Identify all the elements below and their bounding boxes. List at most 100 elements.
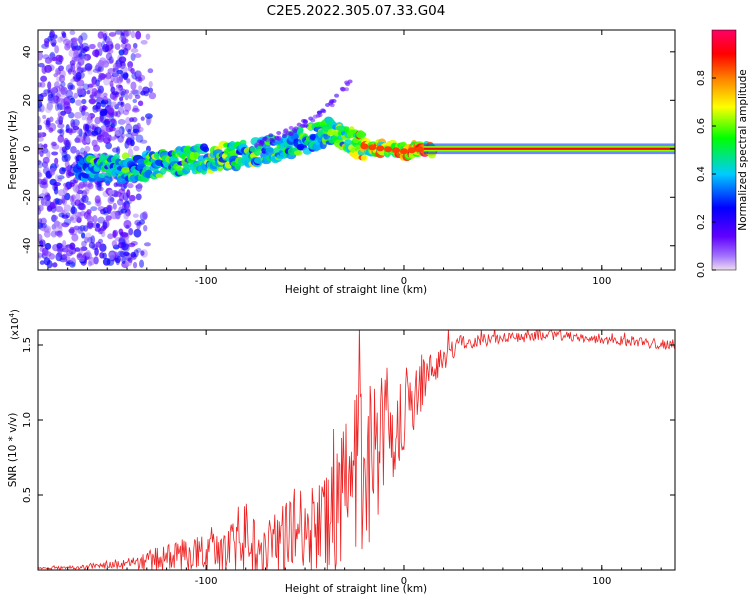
noise-blob — [78, 203, 86, 211]
noise-blob — [136, 182, 143, 189]
noise-blob — [143, 242, 151, 247]
noise-blob — [38, 194, 42, 202]
noise-blob — [61, 146, 67, 153]
colorbar-label: Normalized spectral amplitude — [737, 69, 749, 230]
noise-blob — [79, 224, 86, 232]
noise-blob — [56, 103, 63, 111]
noise-blob — [120, 132, 126, 139]
noise-blob — [114, 63, 122, 69]
noise-blob — [85, 136, 91, 144]
noise-blob — [125, 252, 132, 262]
noise-blob — [122, 109, 130, 116]
noise-blob — [82, 131, 87, 140]
noise-blob — [44, 64, 53, 73]
noise-blob — [105, 37, 113, 46]
noise-blob — [79, 147, 85, 155]
ridge-peak — [360, 143, 369, 150]
noise-blob — [120, 232, 129, 238]
noise-blob — [132, 98, 138, 104]
spectrogram-ytick-label: -40 — [22, 238, 33, 254]
noise-blob — [70, 84, 76, 91]
noise-blob — [70, 78, 75, 83]
noise-blob — [137, 100, 144, 107]
snr-xtick-label: 0 — [401, 576, 407, 587]
noise-blob — [134, 53, 142, 58]
noise-blob — [43, 89, 51, 94]
colorbar-ticks: 0.0 0.2 0.4 0.6 0.8 — [696, 70, 716, 278]
spectrogram-ytick-label: 40 — [22, 45, 33, 58]
arc-blob — [344, 80, 350, 85]
noise-blob — [148, 80, 153, 88]
ridge-blob — [103, 175, 113, 184]
noise-blob — [135, 70, 142, 78]
noise-blob — [80, 67, 87, 73]
noise-blob — [99, 108, 108, 115]
noise-blob — [45, 251, 52, 257]
noise-blob — [105, 215, 112, 221]
noise-blob — [116, 69, 124, 75]
noise-blob — [92, 215, 98, 223]
noise-blob — [105, 52, 113, 61]
noise-blob — [87, 69, 93, 75]
noise-blob — [128, 92, 133, 100]
noise-blob — [73, 225, 80, 231]
noise-blob — [70, 214, 78, 224]
arc-blob — [344, 87, 350, 92]
ridge-blob — [202, 146, 210, 153]
noise-blob — [38, 133, 42, 138]
noise-blob — [63, 204, 72, 212]
ridge-blob — [265, 147, 275, 157]
noise-blob — [64, 43, 71, 51]
noise-blob — [44, 242, 52, 250]
noise-blob — [54, 197, 60, 205]
noise-blob — [55, 60, 63, 65]
noise-blob — [119, 253, 125, 262]
noise-blob — [44, 40, 50, 48]
noise-blob — [94, 116, 101, 125]
arc-blob — [312, 114, 318, 119]
noise-blob — [67, 68, 72, 75]
noise-blob — [40, 223, 48, 228]
noise-blob — [124, 102, 132, 112]
noise-blob — [72, 38, 77, 47]
spectrogram-xlabel: Height of straight line (km) — [285, 284, 427, 296]
noise-blob — [85, 113, 91, 122]
noise-blob — [128, 227, 134, 236]
noise-blob — [103, 211, 109, 216]
noise-blob — [85, 232, 92, 241]
noise-blob — [86, 215, 94, 224]
noise-blob — [98, 238, 104, 244]
noise-blob — [81, 240, 87, 248]
noise-blob — [53, 186, 59, 195]
noise-blob — [43, 230, 51, 238]
noise-blob — [55, 252, 63, 262]
noise-blob — [122, 243, 130, 253]
noise-blob — [78, 51, 86, 60]
noise-blob — [104, 72, 112, 80]
noise-blob — [134, 94, 141, 99]
noise-blob — [56, 76, 62, 82]
ridge-blob — [294, 150, 303, 156]
noise-blob — [109, 197, 115, 202]
noise-blob — [63, 105, 72, 115]
noise-blob — [127, 128, 132, 135]
noise-blob — [129, 194, 136, 202]
noise-blob — [111, 72, 120, 78]
arc-blob — [281, 134, 287, 139]
ridge-blob — [360, 154, 368, 162]
ridge-peak — [368, 144, 377, 151]
noise-blob — [57, 134, 65, 143]
noise-blob — [107, 189, 115, 195]
noise-blob — [56, 116, 64, 121]
noise-blob — [84, 63, 93, 71]
figure-title: C2E5.2022.305.07.33.G04 — [267, 3, 446, 19]
snr-ylabel: SNR (10 * v/v) — [7, 413, 19, 488]
noise-blob — [38, 255, 42, 260]
noise-blob — [111, 91, 120, 96]
arc-blob — [334, 93, 340, 98]
snr-xlabel: Height of straight line (km) — [285, 583, 427, 595]
noise-blob — [45, 65, 51, 73]
ridge-blob — [113, 153, 120, 160]
noise-blob — [120, 38, 129, 44]
noise-blob — [118, 188, 126, 195]
